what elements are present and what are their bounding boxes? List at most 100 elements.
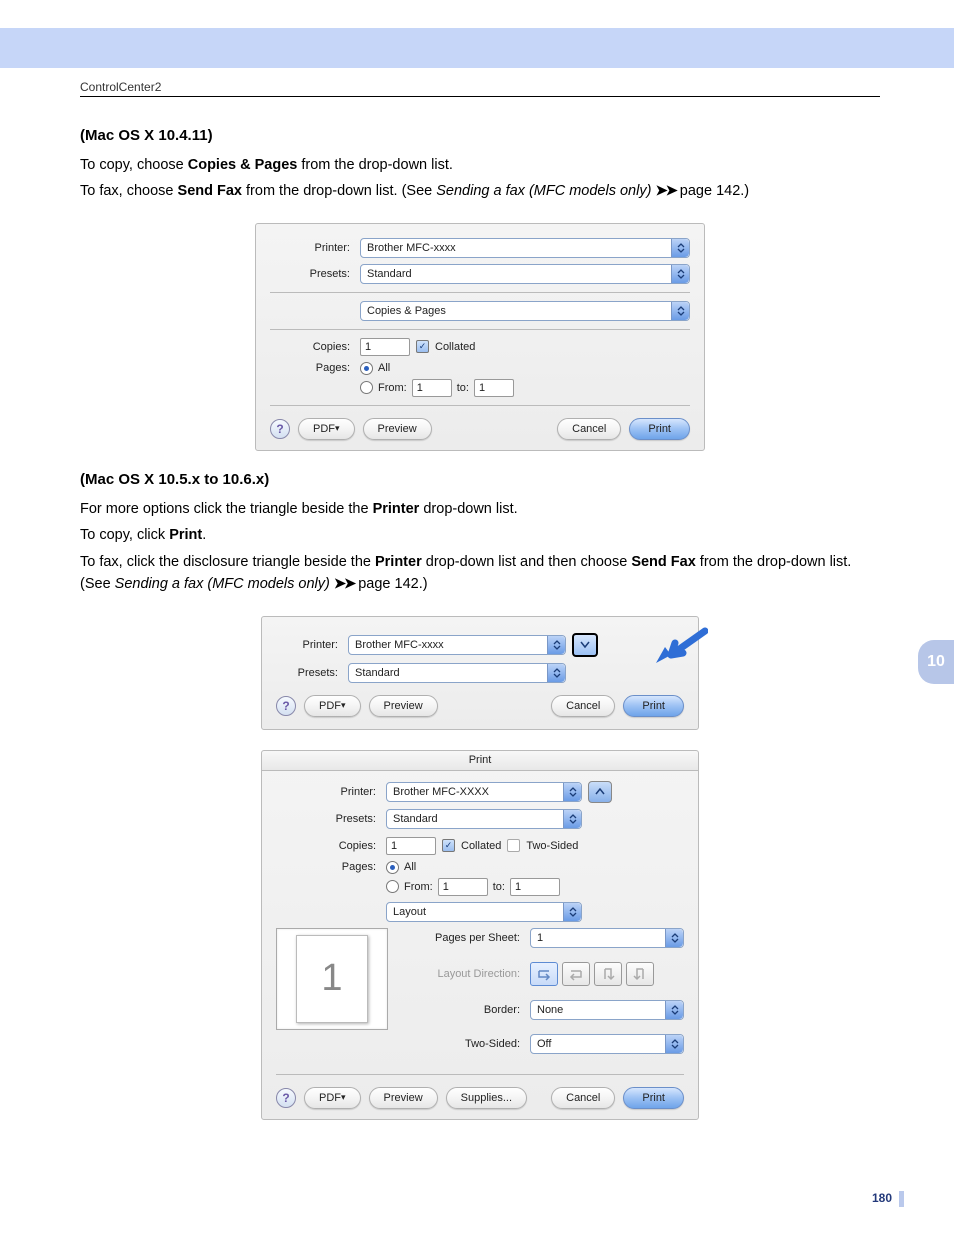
pages-per-sheet-label: Pages per Sheet: [410, 932, 524, 944]
select-nub-icon [671, 239, 689, 257]
copies-input[interactable]: 1 [360, 338, 410, 356]
pages-range-radio[interactable] [386, 880, 399, 893]
page-root: ControlCenter2 (Mac OS X 10.4.11) To cop… [0, 0, 954, 1235]
presets-select[interactable]: Standard [360, 264, 690, 284]
layout-dir-icon [537, 967, 551, 981]
breadcrumb: ControlCenter2 [80, 80, 880, 94]
supplies-button[interactable]: Supplies... [446, 1087, 527, 1109]
pdf-button[interactable]: PDF [304, 695, 361, 717]
print-button[interactable]: Print [629, 418, 690, 440]
content-area: ControlCenter2 (Mac OS X 10.4.11) To cop… [80, 80, 880, 1140]
print-button[interactable]: Print [623, 695, 684, 717]
presets-select[interactable]: Standard [386, 809, 582, 829]
select-nub-icon [671, 265, 689, 283]
text-bold: Send Fax [178, 183, 242, 199]
printer-row: Printer: Brother MFC-xxxx [270, 238, 690, 258]
select-nub-icon [547, 636, 565, 654]
layout-dir-icon [601, 967, 615, 981]
printer-value: Brother MFC-XXXX [393, 786, 489, 798]
presets-value: Standard [367, 268, 412, 280]
header-band [0, 28, 954, 68]
pages-from-input[interactable]: 1 [438, 878, 488, 896]
border-value: None [537, 1004, 563, 1016]
two-sided-label: Two-Sided: [410, 1038, 524, 1050]
disclosure-button[interactable] [588, 781, 612, 803]
pages-range-radio[interactable] [360, 381, 373, 394]
copies-row: Copies: 1 ✓ Collated [270, 338, 690, 356]
border-label: Border: [410, 1004, 524, 1016]
dialog-title: Print [262, 751, 698, 771]
presets-select[interactable]: Standard [348, 663, 566, 683]
section-select[interactable]: Copies & Pages [360, 301, 690, 321]
pages-label: Pages: [270, 362, 354, 374]
text: . [202, 527, 206, 543]
collated-checkbox[interactable]: ✓ [416, 340, 429, 353]
pages-per-sheet-select[interactable]: 1 [530, 928, 684, 948]
collated-checkbox[interactable]: ✓ [442, 839, 455, 852]
section1-p1: To copy, choose Copies & Pages from the … [80, 154, 880, 176]
pages-from-label: From: [404, 881, 433, 893]
pages-to-label: to: [457, 382, 469, 394]
cancel-button[interactable]: Cancel [551, 695, 615, 717]
pages-all-radio[interactable] [360, 362, 373, 375]
separator [270, 292, 690, 293]
layout-direction-2[interactable] [562, 962, 590, 986]
pdf-button[interactable]: PDF [298, 418, 355, 440]
section-value: Copies & Pages [367, 305, 446, 317]
printer-select[interactable]: Brother MFC-xxxx [348, 635, 566, 655]
printer-select[interactable]: Brother MFC-xxxx [360, 238, 690, 258]
dialog-body: Printer: Brother MFC-XXXX Presets: Stand… [262, 781, 698, 1109]
text-bold: Printer [373, 501, 420, 517]
collated-label: Collated [435, 341, 475, 353]
section-select[interactable]: Layout [386, 902, 582, 922]
two-sided-select[interactable]: Off [530, 1034, 684, 1054]
layout-direction-row: Layout Direction: [410, 962, 684, 986]
printer-select[interactable]: Brother MFC-XXXX [386, 782, 582, 802]
print-button[interactable]: Print [623, 1087, 684, 1109]
printer-row: Printer: Brother MFC-XXXX [276, 781, 684, 803]
pages-to-input[interactable]: 1 [510, 878, 560, 896]
text-italic: Sending a fax (MFC models only) [436, 183, 651, 199]
presets-label: Presets: [276, 813, 380, 825]
presets-label: Presets: [276, 667, 342, 679]
two-sided-checkbox[interactable] [507, 839, 520, 852]
pages-from-input[interactable]: 1 [412, 379, 452, 397]
border-select[interactable]: None [530, 1000, 684, 1020]
preview-button[interactable]: Preview [369, 695, 438, 717]
pages-to-input[interactable]: 1 [474, 379, 514, 397]
pages-row: Pages: All From: 1 to: 1 [276, 861, 684, 896]
section1-p2: To fax, choose Send Fax from the drop-do… [80, 180, 880, 202]
print-dialog-2: Printer: Brother MFC-xxxx Presets: Stand… [261, 616, 699, 730]
presets-label: Presets: [270, 268, 354, 280]
layout-thumbnail-page: 1 [296, 935, 368, 1023]
layout-dir-icon [633, 967, 647, 981]
layout-direction-1[interactable] [530, 962, 558, 986]
pages-all-radio[interactable] [386, 861, 399, 874]
pages-row: Pages: All From: 1 to: 1 [270, 362, 690, 397]
pdf-button[interactable]: PDF [304, 1087, 361, 1109]
help-icon[interactable]: ? [270, 419, 290, 439]
section2-title: (Mac OS X 10.5.x to 10.6.x) [80, 471, 880, 488]
help-icon[interactable]: ? [276, 696, 296, 716]
section1-title: (Mac OS X 10.4.11) [80, 127, 880, 144]
button-row: ? PDF Preview Supplies... Cancel Print [276, 1087, 684, 1109]
text-bold: Printer [375, 554, 422, 570]
check-icon: ✓ [445, 840, 453, 851]
layout-dir-icon [569, 967, 583, 981]
cancel-button[interactable]: Cancel [551, 1087, 615, 1109]
presets-row: Presets: Standard [276, 663, 684, 683]
disclosure-button[interactable] [572, 633, 598, 657]
copies-input[interactable]: 1 [386, 837, 436, 855]
preview-button[interactable]: Preview [363, 418, 432, 440]
layout-direction-4[interactable] [626, 962, 654, 986]
printer-label: Printer: [276, 639, 342, 651]
preview-button[interactable]: Preview [369, 1087, 438, 1109]
cancel-button[interactable]: Cancel [557, 418, 621, 440]
text-italic: Sending a fax (MFC models only) [115, 576, 330, 592]
layout-direction-label: Layout Direction: [410, 968, 524, 980]
help-icon[interactable]: ? [276, 1088, 296, 1108]
section2-p1: For more options click the triangle besi… [80, 498, 880, 520]
layout-direction-3[interactable] [594, 962, 622, 986]
print-dialog-1: Printer: Brother MFC-xxxx Presets: Stand… [255, 223, 705, 451]
layout-panel: 1 Pages per Sheet: 1 Lay [276, 928, 684, 1060]
